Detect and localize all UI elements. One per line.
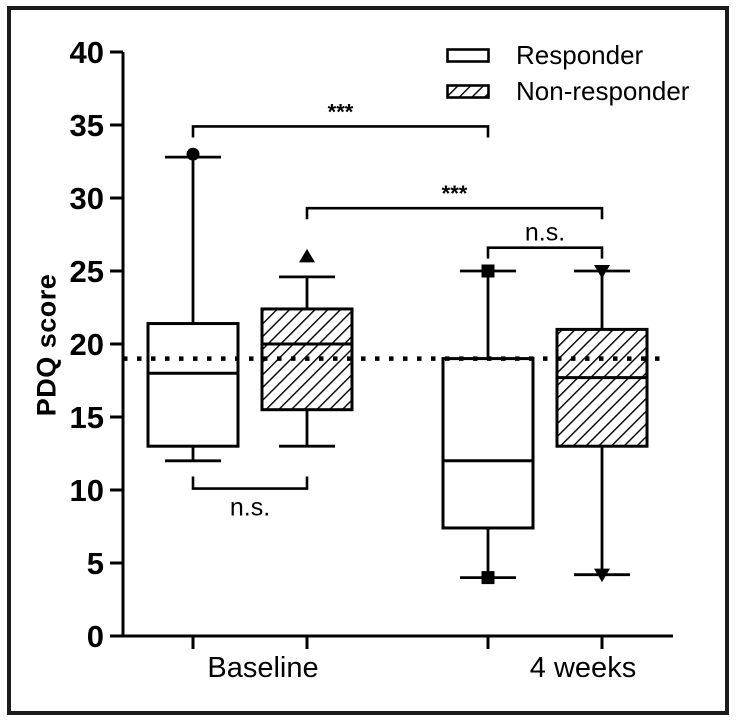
- y-tick-label-30: 30: [70, 181, 104, 216]
- triangle-up-marker: [299, 248, 315, 263]
- circle-marker: [186, 147, 200, 161]
- significance-label: ***: [442, 181, 468, 206]
- significance-label: n.s.: [525, 219, 565, 247]
- square-marker: [481, 571, 495, 585]
- y-tick-label-5: 5: [87, 546, 104, 581]
- y-tick-label-40: 40: [70, 35, 104, 70]
- non-responder-swatch-icon: [446, 84, 490, 99]
- significance-bracket: [486, 246, 604, 259]
- y-tick-label-25: 25: [70, 254, 104, 289]
- significance-bracket: [305, 206, 604, 220]
- y-axis-title: PDQ score: [31, 273, 62, 417]
- square-marker: [481, 264, 495, 278]
- triangle-down-marker: [594, 568, 610, 583]
- legend-label-responder: Responder: [516, 40, 644, 70]
- y-tick-label-0: 0: [87, 619, 104, 654]
- legend-row-responder: Responder: [446, 41, 689, 70]
- responder-swatch-icon: [446, 48, 490, 63]
- x-category-label-baseline: Baseline: [207, 652, 319, 684]
- significance-bracket: [191, 476, 309, 490]
- y-tick-label-35: 35: [70, 108, 104, 143]
- legend-row-non-responder: Non-responder: [446, 77, 689, 106]
- box-responder-4-weeks: [441, 357, 535, 530]
- legend-label-non-responder: Non-responder: [516, 76, 690, 106]
- box-responder-Baseline: [146, 322, 240, 448]
- y-tick-label-20: 20: [70, 327, 104, 362]
- significance-bracket: [191, 125, 490, 138]
- y-tick-label-15: 15: [70, 400, 104, 435]
- x-category-label-4weeks: 4 weeks: [529, 652, 637, 684]
- significance-label: ***: [328, 99, 354, 124]
- significance-label: n.s.: [230, 494, 270, 522]
- legend: Responder Non-responder: [446, 41, 689, 113]
- triangle-down-marker: [594, 265, 610, 279]
- box-non-responder-4-weeks: [555, 327, 649, 448]
- y-tick-label-10: 10: [70, 473, 104, 508]
